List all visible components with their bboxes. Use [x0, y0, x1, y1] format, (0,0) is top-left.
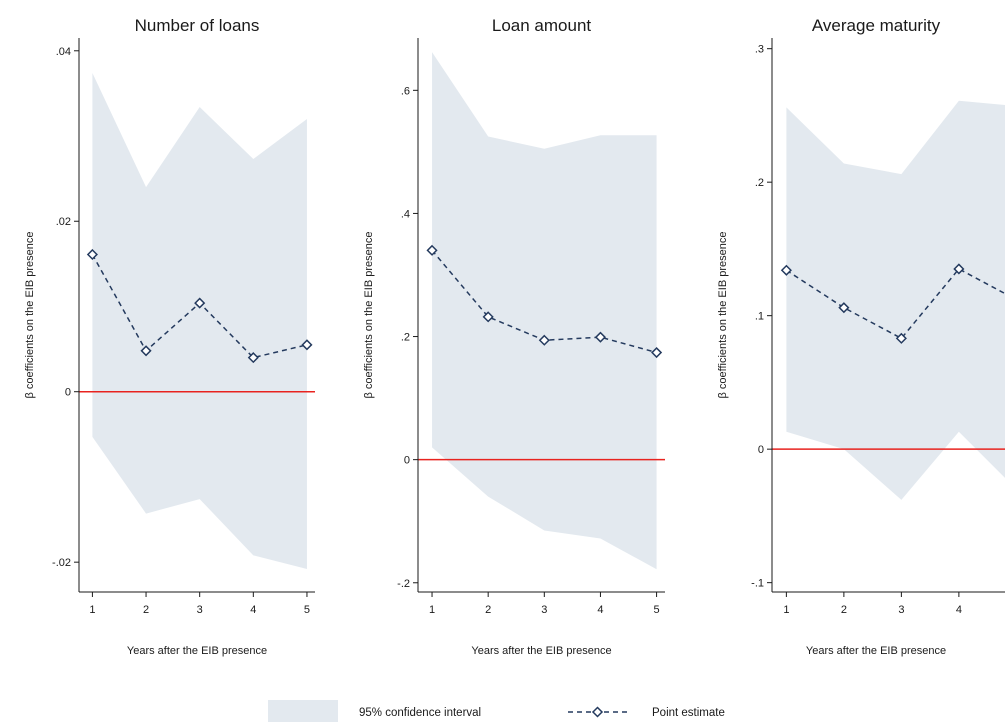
x-tick-label: 4 — [597, 604, 603, 616]
x-tick-label: 4 — [956, 604, 962, 616]
x-axis-title: Years after the EIB presence — [471, 645, 611, 657]
legend-point-label: Point estimate — [652, 707, 725, 719]
ci-band — [92, 72, 307, 569]
point-estimate-marker — [538, 334, 550, 346]
y-tick-label: .04 — [56, 46, 71, 58]
chart-panels: -.02 0 .02 .04 1 2 3 4 5 Number of loans Years aft… — [24, 16, 1005, 657]
point-estimate-marker — [301, 339, 313, 351]
x-tick-label: 1 — [89, 604, 95, 616]
y-tick-label: 0 — [758, 444, 764, 456]
y-tick-label: .2 — [755, 177, 764, 189]
x-tick-label: 3 — [197, 604, 203, 616]
point-estimate-marker — [651, 346, 663, 359]
y-tick-label: -.1 — [751, 578, 764, 590]
point-estimate-marker — [838, 302, 850, 314]
x-tick-label: 2 — [143, 604, 149, 616]
point-estimate-marker — [895, 332, 907, 344]
panel-title: Average maturity — [812, 16, 941, 35]
x-tick-label: 2 — [841, 604, 847, 616]
x-axis-title: Years after the EIB presence — [806, 645, 946, 657]
point-estimate-line — [785, 267, 1005, 340]
point-estimate-marker — [594, 331, 607, 343]
y-tick-label: -.2 — [397, 578, 410, 590]
y-tick-label: .02 — [56, 216, 71, 228]
x-tick-label: 3 — [541, 604, 547, 616]
x-tick-label: 5 — [304, 604, 310, 616]
y-axis-title: β coefficients on the EIB presence — [717, 232, 729, 399]
x-tick-label: 5 — [654, 604, 660, 616]
ci-band — [786, 100, 1005, 500]
y-axis-title: β coefficients on the EIB presence — [24, 232, 36, 399]
y-tick-label: -.02 — [52, 557, 71, 569]
y-tick-label: .1 — [755, 311, 764, 323]
y-tick-label: 0 — [65, 387, 71, 399]
ci-band — [432, 52, 657, 570]
legend-point-marker — [591, 706, 604, 718]
point-estimate-marker — [780, 264, 792, 276]
y-tick-label: .6 — [401, 85, 410, 97]
y-tick-label: .3 — [755, 44, 764, 56]
y-tick-label: .4 — [401, 208, 410, 220]
point-estimate-marker — [194, 297, 206, 309]
y-tick-label: 0 — [404, 455, 410, 467]
x-tick-label: 3 — [898, 604, 904, 616]
panel-title: Loan amount — [492, 16, 592, 35]
chart-panel-1: -.02 0 .02 .04 1 2 3 4 5 Number of loans Years aft… — [24, 16, 315, 657]
point-estimate-marker — [140, 345, 152, 357]
legend-ci-label: 95% confidence interval — [359, 707, 481, 719]
x-tick-label: 1 — [429, 604, 435, 616]
x-tick-label: 4 — [250, 604, 256, 616]
point-estimate-marker — [247, 352, 259, 364]
x-tick-label: 1 — [783, 604, 789, 616]
legend: 95% confidence interval Point estimate — [268, 700, 725, 722]
point-estimate-marker — [953, 263, 965, 275]
y-tick-label: .2 — [401, 332, 410, 344]
panel-title: Number of loans — [135, 16, 260, 35]
point-estimate-marker — [426, 244, 438, 256]
x-axis-title: Years after the EIB presence — [127, 645, 267, 657]
point-estimate-marker — [482, 311, 494, 323]
x-tick-label: 2 — [485, 604, 491, 616]
legend-ci-swatch — [268, 700, 338, 722]
y-axis-title: β coefficients on the EIB presence — [363, 232, 375, 399]
chart-panel-2: -.2 0 .2 .4 .6 1 2 3 4 5 Loan amount Years after th… — [363, 16, 665, 657]
point-estimate-marker — [86, 248, 98, 261]
